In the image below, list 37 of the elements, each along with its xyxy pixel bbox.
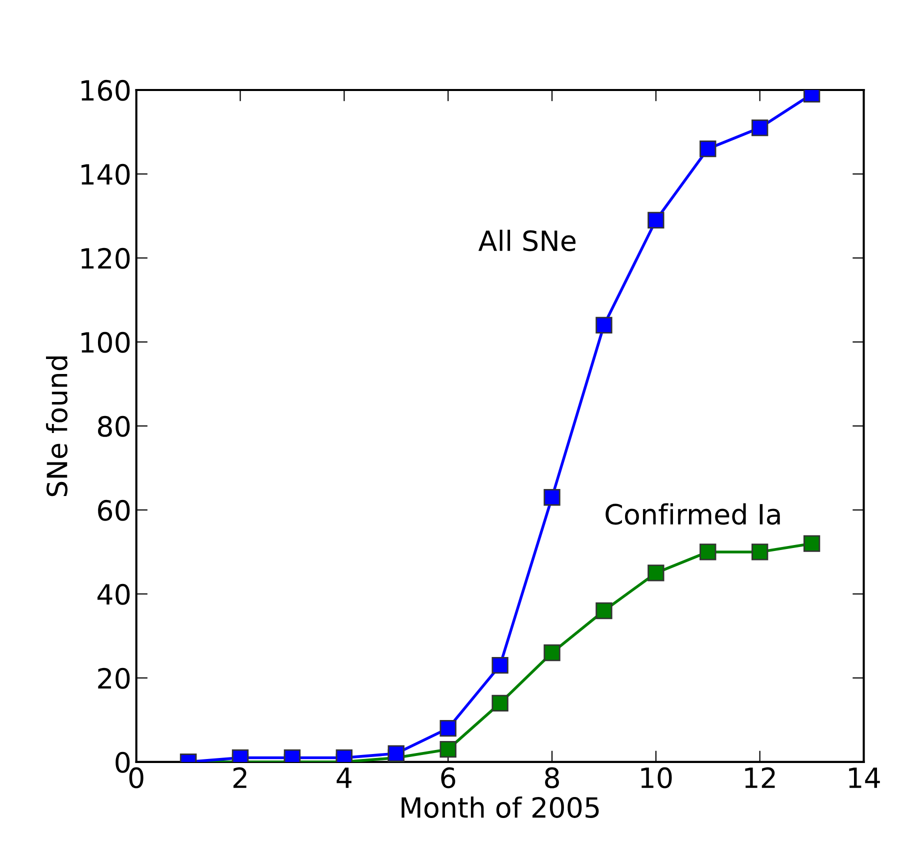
y-tick-label: 40 [97,584,130,605]
point [648,212,664,229]
x-tick-label: 2 [233,767,246,788]
point [752,119,768,136]
x-tick-label: 6 [441,767,456,788]
x-tick-label: 4 [336,768,352,788]
point [544,489,560,506]
y-axis-title: SNe found [46,356,68,496]
point [440,741,456,758]
point [752,544,768,560]
point [700,544,716,560]
point [803,535,820,552]
y-tick-label: 120 [82,248,130,269]
y-tick-label: 160 [82,80,130,101]
x-axis-title: Month of 2005 [402,796,599,818]
x-tick-label: 12 [745,767,775,788]
x-tick-label: 14 [849,768,880,788]
point [388,745,404,762]
point [700,140,716,158]
x-tick-label: 10 [641,767,672,788]
y-tick-label: 80 [98,416,130,437]
point [492,694,508,712]
x-tick-label: 0 [129,767,144,788]
y-tick-label: 100 [82,332,130,353]
y-tick-label: 20 [98,668,130,689]
y-tick-label: 140 [82,164,130,185]
text: All SNe [478,230,576,252]
series-label: Confirmed Ia [606,503,780,525]
point [596,602,612,620]
point [492,657,508,674]
y-tick-label: 0 [116,752,130,773]
point [544,644,560,662]
point [596,316,612,334]
y-tick-label: 60 [98,500,130,521]
x-tick-label: 8 [545,767,559,788]
point [440,720,456,737]
point [648,564,664,582]
